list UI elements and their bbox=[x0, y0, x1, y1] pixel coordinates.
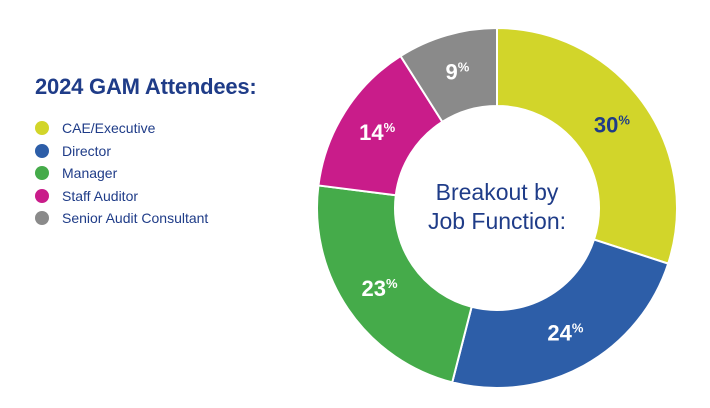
legend-swatch bbox=[35, 166, 49, 181]
legend-swatch bbox=[35, 121, 49, 136]
legend-label: CAE/Executive bbox=[62, 120, 156, 137]
donut-slice-cae-executive bbox=[496, 26, 678, 265]
legend-label: Director bbox=[62, 142, 112, 159]
donut-value-label: 9% bbox=[445, 60, 469, 85]
legend-item: Senior Audit Consultant bbox=[35, 207, 208, 230]
donut-value-label: 14% bbox=[359, 120, 395, 145]
donut-value-label: 24% bbox=[547, 320, 583, 345]
legend: CAE/Executive Director Manager Staff Audito… bbox=[35, 117, 208, 230]
legend-swatch bbox=[35, 188, 49, 203]
center-label-line-1: Breakout by bbox=[436, 179, 559, 205]
donut-slices bbox=[316, 26, 678, 389]
legend-swatch bbox=[35, 143, 49, 158]
donut-value-labels: 30% 24% 23% 14% 9% bbox=[359, 60, 630, 346]
legend-item: CAE/Executive bbox=[35, 117, 208, 140]
legend-label: Staff Auditor bbox=[62, 187, 139, 204]
legend-label: Senior Audit Consultant bbox=[62, 210, 209, 227]
donut-value-label: 30% bbox=[594, 113, 630, 138]
center-label-line-2: Job Function: bbox=[428, 208, 566, 234]
donut-value-label: 23% bbox=[362, 276, 398, 301]
legend-label: Manager bbox=[62, 165, 118, 182]
donut-slice-director bbox=[451, 238, 670, 389]
legend-item: Director bbox=[35, 140, 208, 163]
chart-title: 2024 GAM Attendees: bbox=[35, 74, 257, 99]
donut-slice-manager bbox=[316, 184, 473, 384]
legend-swatch bbox=[35, 211, 49, 226]
legend-item: Staff Auditor bbox=[35, 185, 208, 208]
legend-item: Manager bbox=[35, 162, 208, 185]
donut-slice-senior-audit-consultant bbox=[399, 26, 498, 124]
